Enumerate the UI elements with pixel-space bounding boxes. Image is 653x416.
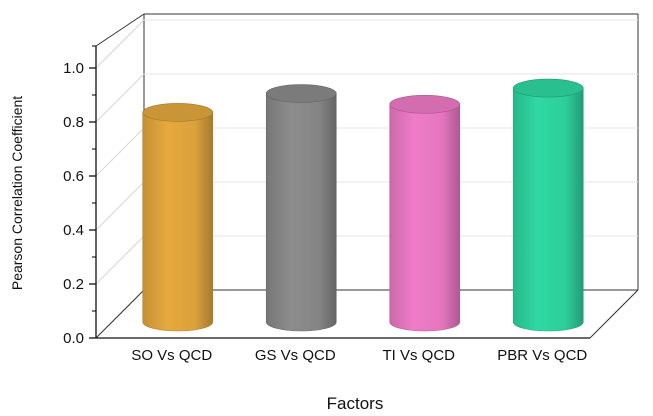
y-tick-label: 0.0 xyxy=(63,330,84,347)
x-tick-label: GS Vs QCD xyxy=(255,347,336,364)
y-axis: 0.0 0.2 0.4 0.6 0.8 1.0 xyxy=(63,45,590,347)
bar-2 xyxy=(265,84,337,332)
bar-4 xyxy=(512,78,584,332)
y-tick-label: 0.6 xyxy=(63,168,84,185)
y-tick-label: 0.4 xyxy=(63,222,84,239)
bar-3 xyxy=(389,95,461,332)
x-tick-label: TI Vs QCD xyxy=(382,347,455,364)
x-axis-labels: SO Vs QCD GS Vs QCD TI Vs QCD PBR Vs QCD xyxy=(131,347,587,364)
y-tick-label: 0.8 xyxy=(63,114,84,131)
y-tick-label: 1.0 xyxy=(63,60,84,77)
x-tick-label: SO Vs QCD xyxy=(131,347,212,364)
x-tick-label: PBR Vs QCD xyxy=(497,347,587,364)
y-tick-label: 0.2 xyxy=(63,276,84,293)
bars xyxy=(142,78,584,332)
x-axis-title: Factors xyxy=(327,394,384,413)
bar-1 xyxy=(142,103,214,332)
y-axis-title: Pearson Correlation Coefficient xyxy=(9,96,25,290)
